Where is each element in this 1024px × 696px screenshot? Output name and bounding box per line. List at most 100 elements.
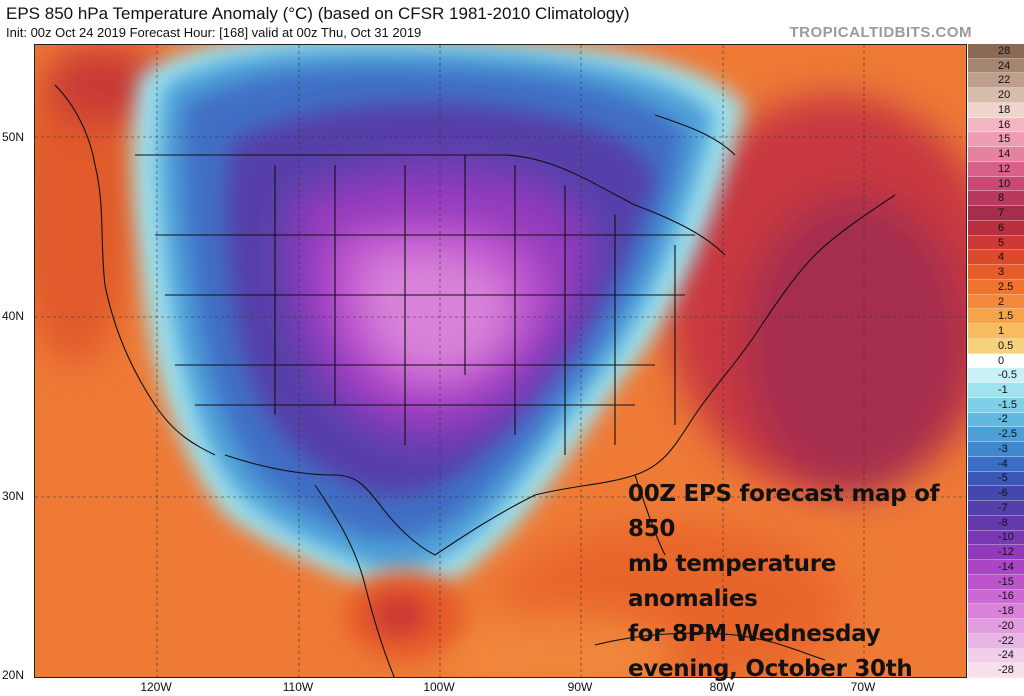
colorbar-swatch	[968, 206, 1024, 221]
state-zonal-lines	[155, 234, 695, 406]
colorbar-swatch	[968, 58, 1024, 74]
west-coastline	[54, 84, 216, 456]
caption-line: evening, October 30th	[628, 656, 913, 682]
colorbar-label: 4	[998, 251, 1005, 264]
cuba-outline	[594, 632, 826, 661]
colorbar-label: -0.5	[998, 369, 1017, 382]
colorbar-label: 2	[998, 295, 1005, 308]
lat-label-30n: 30N	[2, 489, 25, 503]
colorbar-label: 22	[998, 74, 1011, 87]
colorbar-label: 0	[998, 354, 1005, 367]
colorbar-label: 18	[998, 103, 1011, 116]
colorbar-swatch	[968, 250, 1024, 266]
colorbar-swatch	[968, 73, 1024, 89]
colorbar-swatch	[968, 471, 1024, 487]
colorbar-swatch	[968, 147, 1024, 162]
colorbar-swatch	[968, 412, 1024, 428]
colorbar-label: -28	[998, 664, 1014, 677]
lon-label-120w: 120W	[140, 680, 172, 694]
map-subtitle: Init: 00z Oct 24 2019 Forecast Hour: [16…	[6, 25, 422, 40]
map-canvas	[35, 45, 966, 677]
colorbar-label: -2.5	[998, 428, 1017, 441]
colorbar-swatch	[968, 368, 1024, 384]
colorbar-swatch	[968, 633, 1024, 649]
caption-line: 00Z EPS forecast map of 850	[628, 481, 940, 542]
lat-label-40n: 40N	[2, 309, 25, 323]
colorbar-label: -2	[998, 413, 1008, 426]
colorbar-swatch	[968, 501, 1024, 516]
colorbar-label: -4	[998, 457, 1008, 470]
colorbar-swatch	[968, 279, 1024, 295]
colorbar-label: -6	[998, 487, 1008, 500]
colorbar-swatch	[968, 456, 1024, 472]
colorbar-label: -18	[998, 605, 1014, 618]
colorbar-label: -15	[998, 575, 1014, 588]
caption-annotation: 00Z EPS forecast map of 850 mb temperatu…	[628, 477, 973, 687]
colorbar-label: 15	[998, 133, 1011, 146]
colorbar-swatch	[968, 220, 1024, 236]
mexico-warm-pocket	[345, 570, 465, 660]
lon-label-110w: 110W	[282, 680, 314, 694]
colorbar-swatch	[968, 619, 1024, 634]
lat-label-50n: 50N	[2, 130, 25, 144]
colorbar-label: -5	[998, 472, 1008, 485]
lon-label-100w: 100W	[423, 680, 455, 694]
colorbar-label: -10	[998, 531, 1014, 544]
lon-label-70w: 70W	[850, 680, 876, 694]
us-mexico-border	[224, 454, 436, 556]
colorbar-label: 28	[998, 44, 1011, 57]
colorbar-swatch	[968, 161, 1024, 177]
mexico-coastline	[314, 484, 395, 677]
colorbar-label: 10	[998, 177, 1011, 190]
colorbar-label: -24	[998, 649, 1014, 662]
colorbar-swatch	[968, 574, 1024, 590]
graticule	[35, 45, 966, 677]
colorbar-label: 14	[998, 148, 1011, 161]
colorbar-swatch	[968, 265, 1024, 280]
colorbar-swatch	[968, 176, 1024, 192]
colorbar-swatch	[968, 88, 1024, 103]
great-lakes-outline	[654, 114, 736, 156]
colorbar-swatch	[968, 397, 1024, 413]
colorbar-swatch	[968, 117, 1024, 133]
colorbar-label: 16	[998, 118, 1011, 131]
colorbar-swatch	[968, 132, 1024, 148]
colorbar-label: 0.5	[998, 339, 1014, 352]
colorbar-label: 1	[998, 325, 1005, 337]
colorbar-swatch	[968, 427, 1024, 443]
colorbar-label: 2.5	[998, 280, 1014, 293]
florida-outline	[634, 474, 666, 556]
colorbar-swatch	[968, 486, 1024, 502]
colorbar-label: 7	[998, 207, 1005, 220]
colorbar-swatch	[968, 383, 1024, 398]
colorbar-swatch	[968, 338, 1024, 354]
colorbar-swatch	[968, 353, 1024, 369]
colorbar-swatch	[968, 589, 1024, 605]
colorbar-label: -22	[998, 634, 1014, 647]
colorbar-label: 8	[998, 192, 1005, 205]
colorbar-swatch	[968, 324, 1024, 339]
caption-line: mb temperature anomalies	[628, 551, 837, 612]
caption-line: for 8PM Wednesday	[628, 621, 881, 647]
colorbar-swatch	[968, 604, 1024, 619]
lon-label-90w: 90W	[567, 680, 593, 694]
colorbar-label: 6	[998, 221, 1005, 234]
state-meridional-lines	[274, 155, 676, 455]
colorbar-swatch	[968, 44, 1024, 59]
colorbar-swatch	[968, 560, 1024, 575]
us-canada-border	[135, 154, 726, 256]
colorbar-legend: 28 24 22 20 18 16 15 14 12 10 8 7 6 5 4 3 2.5 2 1.5 1 0.5 0 -0…	[968, 44, 1024, 678]
cold-anomaly-field	[132, 45, 745, 593]
colorbar-label: -16	[998, 590, 1014, 603]
colorbar-label: 12	[998, 162, 1011, 175]
colorbar-swatch	[968, 235, 1024, 251]
colorbar-swatch	[968, 545, 1024, 561]
colorbar-swatch	[968, 294, 1024, 310]
gulf-atlantic-coastline	[434, 194, 896, 556]
colorbar-label: -14	[998, 560, 1014, 573]
colorbar-swatch	[968, 191, 1024, 207]
colorbar-label: 5	[998, 236, 1005, 249]
colorbar-label: 3	[998, 266, 1005, 279]
colorbar-label: 24	[998, 59, 1011, 72]
colorbar-label: -12	[998, 546, 1014, 559]
